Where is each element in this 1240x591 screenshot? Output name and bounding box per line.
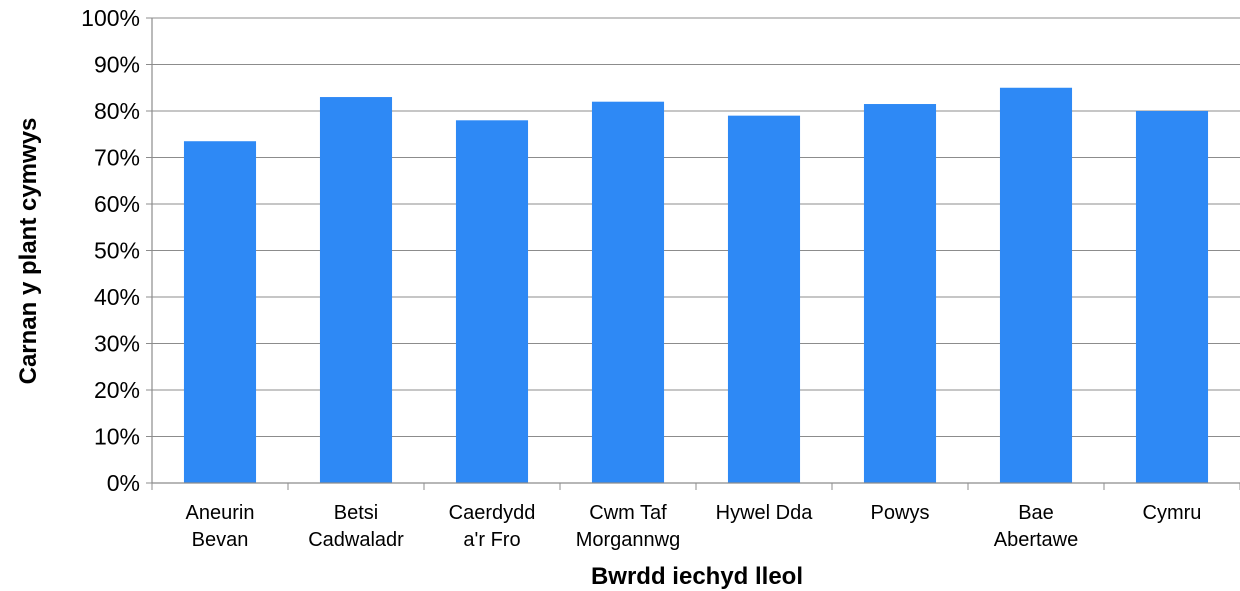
y-tick-label: 30% [94, 331, 140, 357]
x-category-label: Betsi Cadwaladr [308, 502, 404, 551]
bar [727, 115, 801, 484]
x-category-label: Cwm Taf Morgannwg [576, 502, 681, 551]
x-axis-title: Bwrdd iechyd lleol [591, 563, 803, 590]
y-tick-label: 100% [81, 5, 140, 31]
y-tick-label: 60% [94, 191, 140, 217]
bar [455, 120, 529, 484]
x-category-label: Powys [871, 502, 930, 524]
bar [863, 104, 937, 484]
bars [183, 87, 1209, 484]
y-tick-label: 70% [94, 145, 140, 171]
x-category-label: Aneurin Bevan [186, 502, 255, 551]
x-category-labels: Aneurin Bevan Betsi Cadwaladr Caerdydd a'r Fr… [186, 502, 1202, 551]
y-tick-label: 0% [107, 470, 140, 496]
y-tick-label: 40% [94, 284, 140, 310]
y-tick-label: 80% [94, 98, 140, 124]
bar [591, 101, 665, 483]
x-category-label: Bae Abertawe [994, 502, 1079, 551]
y-tick-labels: 0% 10% 20% 30% 40% 50% 60% 70% 80% 90% 100% [81, 5, 140, 496]
bar [319, 97, 393, 484]
x-category-label: Cymru [1143, 502, 1202, 524]
x-category-label: Hywel Dda [716, 502, 814, 524]
axes [146, 17, 1240, 490]
y-tick-label: 50% [94, 238, 140, 264]
bar [183, 141, 257, 483]
bar [1135, 111, 1209, 483]
bar [999, 87, 1073, 483]
y-tick-label: 10% [94, 424, 140, 450]
x-category-label: Caerdydd a'r Fro [449, 502, 536, 551]
y-axis-title: Carnan y plant cymwys [15, 118, 42, 385]
y-tick-label: 20% [94, 377, 140, 403]
y-tick-label: 90% [94, 52, 140, 78]
gridlines [152, 17, 1240, 437]
